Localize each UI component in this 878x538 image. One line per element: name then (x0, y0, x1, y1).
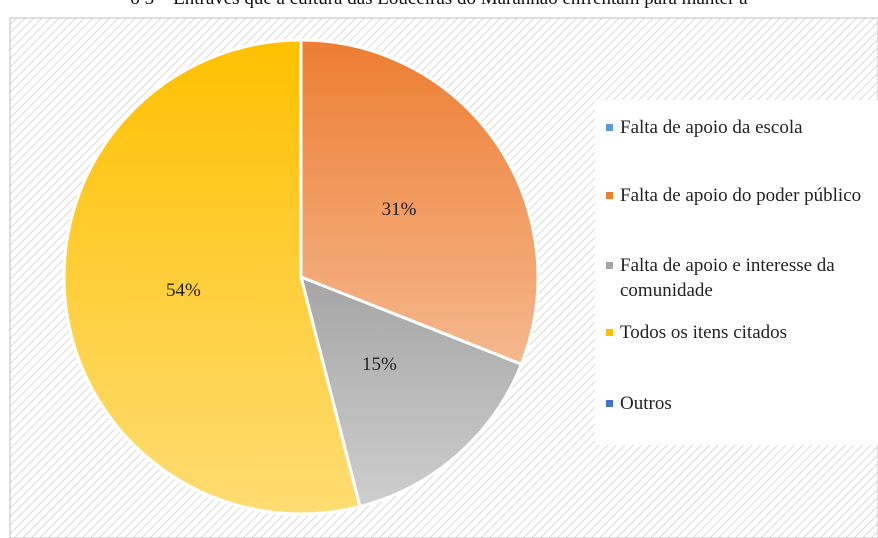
legend-label: Todos os itens citados (620, 322, 788, 343)
legend-item: Falta de apoio da escola (606, 115, 865, 140)
legend-swatch (606, 329, 613, 336)
legend-label: Outros (620, 393, 672, 414)
pie-slice (298, 274, 524, 509)
legend-label: Falta de apoio da escola (620, 117, 803, 138)
legend-item: Todos os itens citados (606, 320, 865, 345)
legend-swatch (606, 192, 613, 199)
pie-slice (62, 38, 362, 516)
legend-swatch (606, 262, 613, 269)
data-label: 15% (362, 354, 397, 375)
legend-swatch (606, 400, 613, 407)
legend-label: Falta de apoio e interesse da comunidade (620, 255, 835, 301)
pie-slice (299, 38, 540, 367)
legend-item: Outros (606, 391, 865, 416)
legend-swatch (606, 124, 613, 131)
data-label: 31% (382, 199, 417, 220)
data-label: 54% (166, 280, 201, 301)
legend-item: Falta de apoio do poder público (606, 183, 865, 208)
chart-title: o 5 – Entraves que a cultura das Louceir… (0, 0, 878, 10)
legend-label: Falta de apoio do poder público (620, 185, 862, 206)
legend-box (595, 100, 878, 445)
legend-item: Falta de apoio e interesse da comunidade (606, 253, 865, 303)
